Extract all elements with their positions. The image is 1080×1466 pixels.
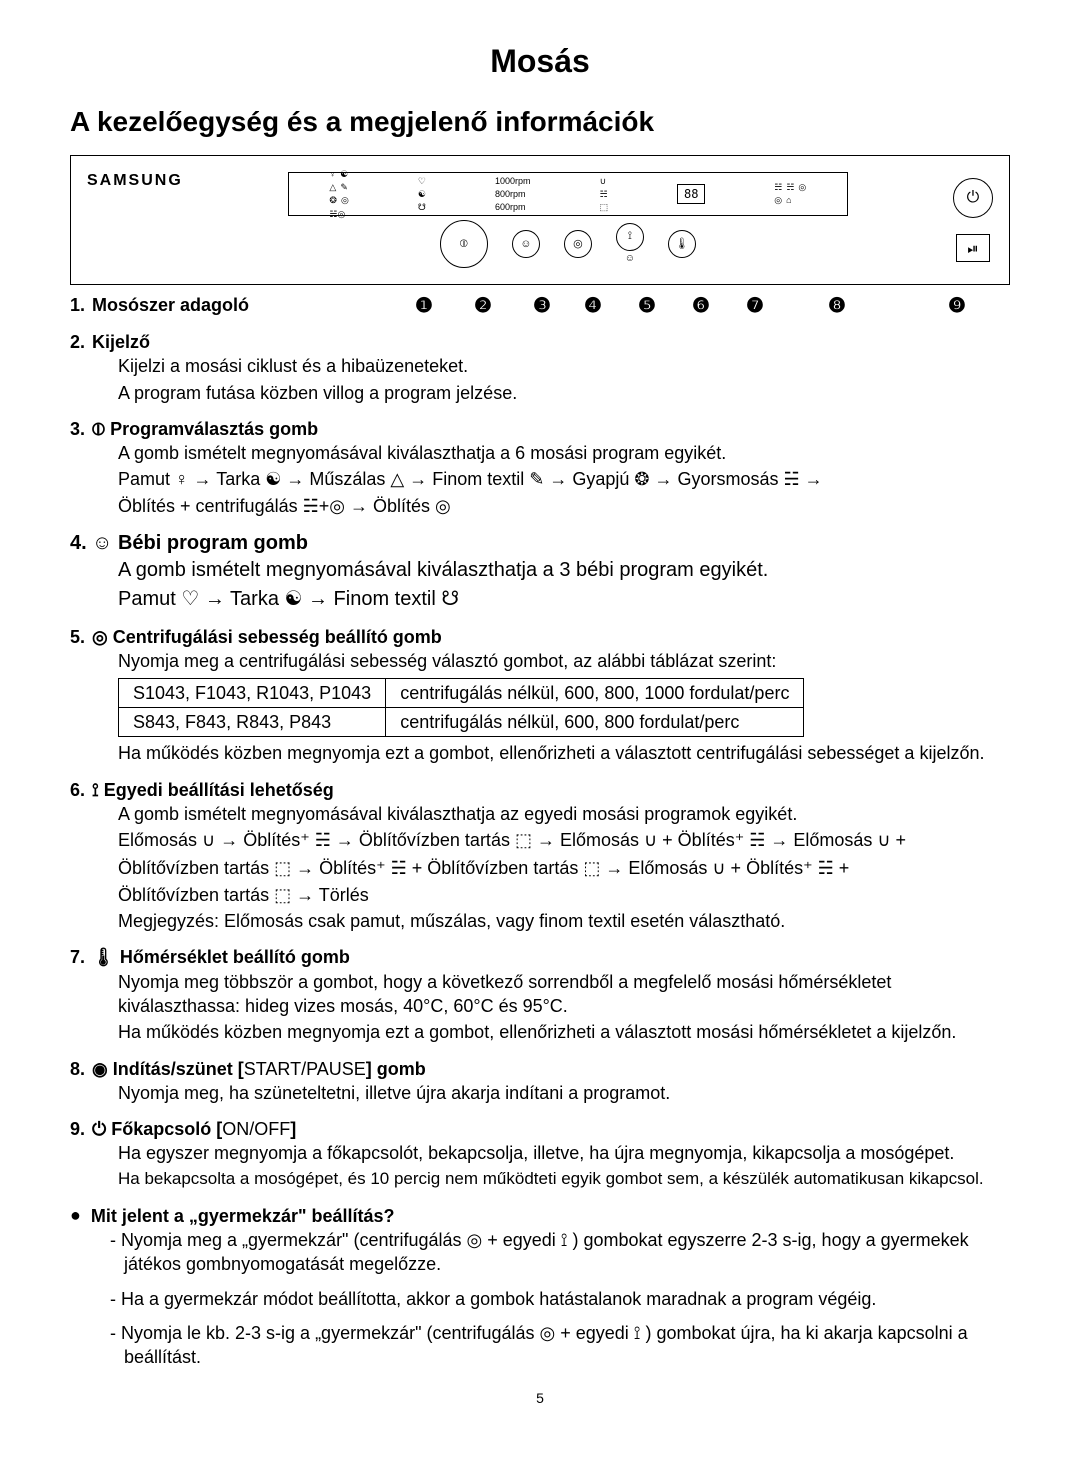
callout-row: ❶ ❷ ❸ ❹ ❺ ❻ ❼ ❽ ❾ xyxy=(400,293,982,320)
callout-5: ❺ xyxy=(620,293,674,320)
item-6-p4: Öblítővízben tartás ⬚ → Törlés xyxy=(118,883,1010,907)
page-title: Mosás xyxy=(70,40,1010,83)
spin-icon: ◎ xyxy=(92,627,108,647)
rpm-600: 600rpm xyxy=(495,201,531,213)
spin-r2c1: S843, F843, R843, P843 xyxy=(119,707,386,736)
page-number: 5 xyxy=(70,1389,1010,1408)
rpm-1000: 1000rpm xyxy=(495,175,531,187)
item-2-p1: Kijelzi a mosási ciklust és a hibaüzenet… xyxy=(118,354,1010,378)
item-2: 2.Kijelző Kijelzi a mosási ciklust és a … xyxy=(70,330,1010,405)
item-3-p2: Pamut ♀ → Tarka ☯ → Műszálas △ → Finom t… xyxy=(118,467,1010,491)
callout-6: ❻ xyxy=(674,293,728,320)
temp-knob: 🌡 xyxy=(668,230,696,258)
spin-r2c2: centrifugálás nélkül, 600, 800 fordulat/… xyxy=(386,707,804,736)
display-icons-left: ♀☯ △✎ ❂◎ ☵◎ xyxy=(329,168,348,220)
childlock-d2: - Ha a gyermekzár módot beállította, akk… xyxy=(110,1287,1010,1311)
power-inline-icon: ⏻ xyxy=(92,1119,106,1139)
item-9-p1: Ha egyszer megnyomja a főkapcsolót, beka… xyxy=(118,1141,1010,1165)
item-9: 9.⏻ Főkapcsoló [ON/OFF] Ha egyszer megny… xyxy=(70,1117,1010,1191)
item-8-p1: Nyomja meg, ha szüneteltetni, illetve új… xyxy=(118,1081,1010,1105)
panel-right-group: ♀☯ △✎ ❂◎ ☵◎ ♡ ☯ ☋ 1000rpm 800rpm 600rpm … xyxy=(223,172,913,268)
display-option-icons: ∪ ☵ ⬚ xyxy=(600,175,609,213)
item-3-p1: A gomb ismételt megnyomásával kiválaszth… xyxy=(118,441,1010,465)
item-6-p5: Megjegyzés: Előmosás csak pamut, műszála… xyxy=(118,909,1010,933)
callout-8: ❽ xyxy=(782,293,932,320)
childlock-d3: - Nyomja le kb. 2-3 s-ig a „gyermekzár" … xyxy=(110,1321,1010,1370)
panel-display: ♀☯ △✎ ❂◎ ☵◎ ♡ ☯ ☋ 1000rpm 800rpm 600rpm … xyxy=(288,172,848,216)
display-icons-right: ☵☵◎ ◎⌂ xyxy=(774,181,806,206)
power-icon: ⏻ xyxy=(953,178,993,218)
item-6: 6.⟟ Egyedi beállítási lehetőség A gomb i… xyxy=(70,778,1010,934)
option-knob: ⟟ xyxy=(616,223,644,251)
item-4-p1: A gomb ismételt megnyomásával kiválaszth… xyxy=(118,557,1010,584)
option-icon: ⟟ xyxy=(92,780,99,800)
spin-r1c2: centrifugálás nélkül, 600, 800, 1000 for… xyxy=(386,678,804,707)
childlock-list: - Nyomja meg a „gyermekzár" (centrifugál… xyxy=(110,1228,1010,1369)
item-3: 3.⦶ Programválasztás gomb A gomb ismétel… xyxy=(70,417,1010,518)
item-5-p2: Ha működés közben megnyomja ezt a gombot… xyxy=(118,741,1010,765)
panel-side-buttons: ⏻ ⏯ xyxy=(953,178,993,263)
display-rpm: 1000rpm 800rpm 600rpm xyxy=(495,175,531,213)
temp-icon: 🌡 xyxy=(92,947,115,967)
item-6-p3: Öblítővízben tartás ⬚ → Öblítés⁺ ☵ + Öbl… xyxy=(118,856,1010,880)
item-2-p2: A program futása közben villog a program… xyxy=(118,381,1010,405)
table-row: S843, F843, R843, P843 centrifugálás nél… xyxy=(119,707,804,736)
callout-2: ❷ xyxy=(448,293,518,320)
display-icons-baby: ♡ ☯ ☋ xyxy=(418,175,426,213)
table-row: S1043, F1043, R1043, P1043 centrifugálás… xyxy=(119,678,804,707)
spin-r1c1: S1043, F1043, R1043, P1043 xyxy=(119,678,386,707)
panel-knobs: ⦶ ☺ ◎ ⟟ ☺ 🌡 xyxy=(440,220,696,268)
brand-logo: SAMSUNG xyxy=(81,170,183,192)
program-icon: ⦶ xyxy=(92,419,105,439)
section-title: A kezelőegység és a megjelenő információ… xyxy=(70,103,1010,141)
panel-illustration: SAMSUNG ♀☯ △✎ ❂◎ ☵◎ ♡ ☯ ☋ 1000rpm 800rpm… xyxy=(70,155,1010,285)
item-6-p2: Előmosás ∪ → Öblítés⁺ ☵ → Öblítővízben t… xyxy=(118,828,1010,852)
item-7: 7.🌡 Hőmérséklet beállító gomb Nyomja meg… xyxy=(70,945,1010,1044)
item-3-p3: Öblítés + centrifugálás ☵+◎ → Öblítés ◎ xyxy=(118,494,1010,518)
callout-3: ❸ xyxy=(518,293,566,320)
instruction-list: 2.Kijelző Kijelzi a mosási ciklust és a … xyxy=(70,330,1010,1191)
spin-knob: ◎ xyxy=(564,230,592,258)
baby-knob: ☺ xyxy=(512,230,540,258)
item-4: 4.☺ Bébi program gomb A gomb ismételt me… xyxy=(70,530,1010,613)
callout-9: ❾ xyxy=(932,293,982,320)
childlock-title: Mit jelent a „gyermekzár" beállítás? xyxy=(70,1203,1010,1228)
item-1-title: 1.Mosószer adagoló xyxy=(70,293,400,317)
childlock-d1: - Nyomja meg a „gyermekzár" (centrifugál… xyxy=(110,1228,1010,1277)
item-6-p1: A gomb ismételt megnyomásával kiválaszth… xyxy=(118,802,1010,826)
callout-7: ❼ xyxy=(728,293,782,320)
spin-table: S1043, F1043, R1043, P1043 centrifugálás… xyxy=(118,678,804,738)
item-7-p2: Ha működés közben megnyomja ezt a gombot… xyxy=(118,1020,1010,1044)
program-knob: ⦶ xyxy=(440,220,488,268)
item-5: 5.◎ Centrifugálási sebesség beállító gom… xyxy=(70,625,1010,765)
item-7-p1: Nyomja meg többször a gombot, hogy a köv… xyxy=(118,970,1010,1019)
display-segment: 88 xyxy=(677,184,705,204)
item-8: 8.◉ Indítás/szünet [START/PAUSE] gomb Ny… xyxy=(70,1057,1010,1106)
start-icon: ◉ xyxy=(92,1059,108,1079)
baby-icon: ☺ xyxy=(92,532,112,554)
callout-1: ❶ xyxy=(400,293,448,320)
callout-4: ❹ xyxy=(566,293,620,320)
item-4-p2: Pamut ♡ → Tarka ☯ → Finom textil ☋ xyxy=(118,586,1010,613)
item-9-p2: Ha bekapcsolta a mosógépet, és 10 percig… xyxy=(118,1168,1010,1191)
start-pause-icon: ⏯ xyxy=(956,234,989,263)
rpm-800: 800rpm xyxy=(495,188,531,200)
item-5-p1: Nyomja meg a centrifugálási sebesség vál… xyxy=(118,649,1010,673)
